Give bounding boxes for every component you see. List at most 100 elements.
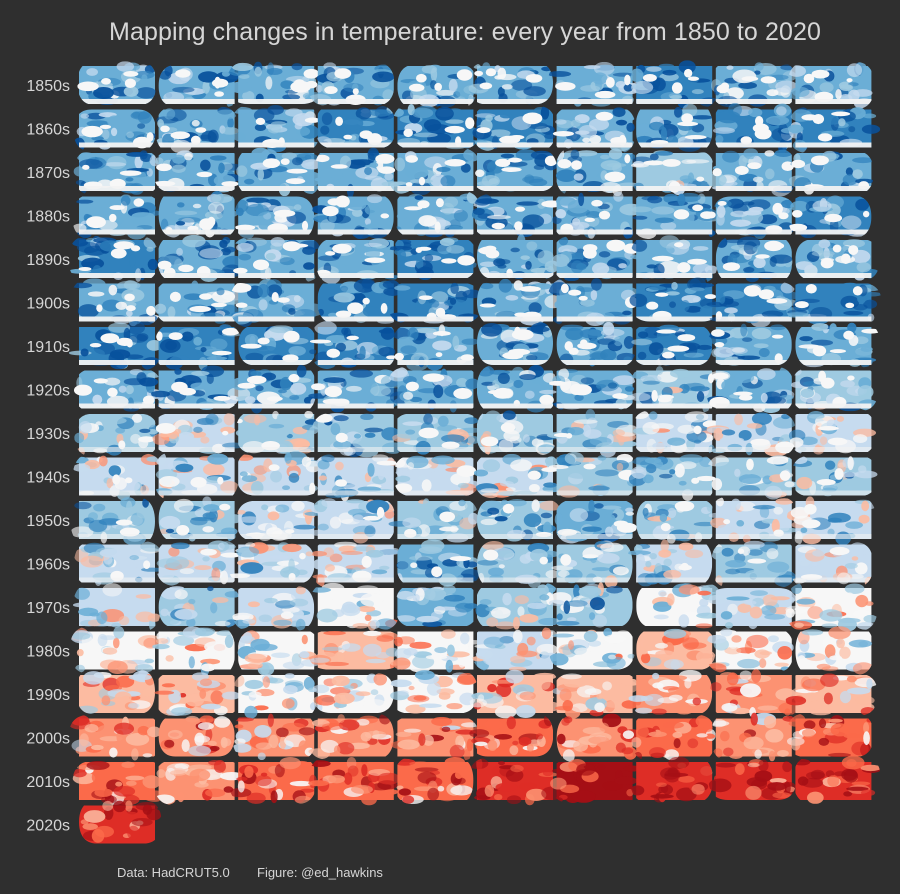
map-tile-1870s-7 [630, 150, 715, 196]
map-tile-1850s-9 [787, 61, 875, 110]
row-label-1930s: 1930s [26, 426, 70, 443]
map-tile-1960s-4 [396, 539, 482, 587]
map-tile-1940s-0 [72, 453, 164, 501]
map-tile-1860s-3 [315, 105, 396, 149]
map-tile-1930s-8 [706, 412, 797, 457]
map-tile-1890s-2 [230, 237, 323, 283]
map-tile-1900s-1 [154, 280, 246, 324]
map-tile-1870s-6 [555, 147, 640, 197]
map-tile-2010s-7 [630, 756, 713, 803]
map-tile-1910s-3 [309, 320, 397, 370]
map-tile-1880s-0 [72, 194, 162, 240]
map-tile-1930s-5 [476, 409, 558, 456]
map-tile-1990s-1 [154, 672, 241, 717]
map-tile-1860s-5 [472, 105, 557, 152]
map-tile-1990s-4 [389, 670, 478, 714]
map-tile-2000s-0 [68, 714, 162, 761]
row-label-1870s: 1870s [26, 165, 70, 182]
map-tile-2000s-4 [390, 716, 480, 761]
chart-title: Mapping changes in temperature: every ye… [109, 18, 821, 46]
map-tile-1850s-4 [397, 64, 478, 108]
row-label-1970s: 1970s [26, 600, 70, 617]
map-tile-1960s-5 [477, 540, 560, 589]
map-tile-1880s-3 [311, 194, 394, 240]
map-tile-1910s-0 [68, 321, 162, 371]
map-tile-1850s-2 [226, 61, 323, 104]
map-tile-1860s-9 [787, 106, 881, 154]
map-tile-1880s-8 [712, 196, 797, 240]
map-tile-1850s-5 [468, 62, 553, 105]
map-tile-1890s-3 [316, 238, 402, 285]
map-tile-2000s-7 [631, 714, 716, 761]
row-label-2000s: 2000s [26, 731, 70, 748]
map-tile-2010s-3 [308, 757, 401, 806]
map-tile-1920s-6 [548, 368, 636, 411]
map-tile-2020s-0 [79, 800, 162, 844]
map-tile-1880s-6 [552, 191, 644, 239]
map-tile-2000s-3 [307, 713, 394, 760]
map-tile-1920s-3 [308, 369, 403, 413]
data-source-note: Data: HadCRUT5.0 [117, 865, 230, 880]
map-tile-2010s-6 [550, 759, 642, 803]
map-tile-1980s-7 [636, 628, 716, 670]
row-label-2020s: 2020s [26, 818, 70, 835]
map-tile-1890s-7 [630, 235, 719, 284]
map-tile-1880s-5 [471, 193, 563, 238]
row-label-1950s: 1950s [26, 513, 70, 530]
map-tile-1920s-7 [629, 366, 719, 413]
row-label-1980s: 1980s [26, 644, 70, 661]
map-tile-1960s-0 [74, 541, 164, 586]
map-tile-1950s-7 [636, 499, 716, 544]
map-tile-1990s-9 [785, 673, 878, 716]
map-tile-1940s-3 [312, 454, 400, 502]
map-tile-1920s-4 [386, 366, 480, 413]
map-tile-1960s-2 [227, 542, 315, 585]
map-tile-1940s-9 [791, 455, 878, 497]
map-tile-1930s-3 [311, 412, 405, 458]
map-tile-1860s-4 [392, 103, 482, 150]
row-label-2010s: 2010s [26, 774, 70, 791]
map-tile-1910s-9 [795, 322, 881, 368]
map-tile-2000s-9 [786, 713, 874, 758]
map-tile-1900s-8 [706, 281, 799, 328]
map-tile-1980s-5 [471, 627, 562, 672]
map-tile-1940s-6 [548, 451, 639, 498]
map-tile-1880s-4 [394, 190, 482, 238]
map-tile-1870s-0 [73, 150, 160, 195]
map-tile-1880s-1 [158, 191, 238, 238]
map-tile-1990s-6 [552, 673, 641, 719]
map-tile-1970s-7 [636, 582, 724, 629]
map-tile-1980s-1 [152, 626, 236, 677]
map-tile-1980s-2 [237, 629, 321, 677]
map-tile-1870s-2 [236, 147, 323, 197]
map-tile-1980s-3 [307, 630, 404, 670]
map-tile-1900s-3 [317, 278, 405, 324]
map-tile-2010s-1 [153, 759, 244, 806]
map-tile-1950s-4 [388, 498, 479, 543]
map-tile-1910s-6 [556, 321, 637, 367]
map-tile-1910s-4 [391, 324, 480, 372]
map-tile-1950s-3 [309, 498, 396, 544]
map-tile-2010s-5 [467, 757, 564, 806]
map-tile-1950s-9 [786, 496, 877, 546]
map-tile-1980s-4 [387, 629, 484, 673]
map-tile-1930s-9 [788, 411, 877, 455]
map-tile-1930s-1 [152, 412, 246, 454]
row-label-1940s: 1940s [26, 470, 70, 487]
map-tile-1850s-0 [77, 61, 157, 106]
map-tile-1910s-7 [631, 324, 713, 366]
figure-credit-note: Figure: @ed_hawkins [257, 865, 383, 880]
map-tile-1870s-4 [387, 148, 481, 196]
map-tile-1950s-1 [158, 496, 242, 543]
map-tile-1970s-4 [395, 584, 479, 628]
map-tile-1950s-6 [554, 499, 638, 544]
map-tile-1940s-5 [473, 453, 562, 499]
map-tile-1920s-5 [476, 364, 558, 413]
map-tile-1900s-0 [70, 278, 162, 327]
map-tile-1980s-0 [69, 626, 162, 674]
map-tile-1990s-3 [312, 673, 394, 713]
map-tile-1890s-9 [795, 239, 880, 281]
map-tile-1910s-1 [154, 324, 243, 371]
map-tile-1990s-2 [232, 673, 318, 719]
